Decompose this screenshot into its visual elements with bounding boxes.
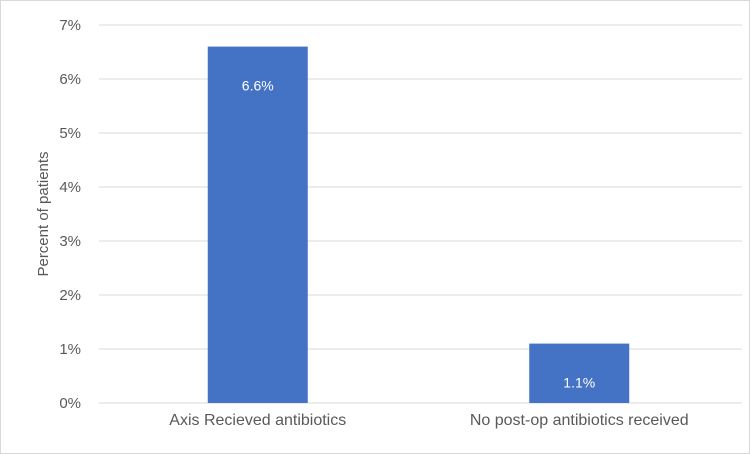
x-category-label: Axis Recieved antibiotics [169, 412, 346, 429]
bar-data-label: 6.6% [242, 78, 274, 94]
data-labels: 6.6% 1.1% [242, 78, 595, 391]
y-tick-label: 0% [59, 395, 81, 412]
y-tick-label: 5% [59, 125, 81, 142]
bar-data-label: 1.1% [563, 375, 595, 391]
x-category-label: No post-op antibiotics received [470, 412, 689, 429]
y-axis-title: Percent of patients [35, 151, 52, 276]
y-tick-label: 7% [59, 17, 81, 34]
y-tick-label: 3% [59, 233, 81, 250]
y-tick-label: 6% [59, 71, 81, 88]
y-tick-label: 4% [59, 179, 81, 196]
bar [207, 46, 308, 403]
y-tick-label: 1% [59, 341, 81, 358]
gridlines [99, 24, 742, 404]
y-axis-ticks: 0% 1% 2% 3% 4% 5% 6% 7% [59, 17, 81, 412]
y-tick-label: 2% [59, 287, 81, 304]
bar [529, 343, 630, 403]
x-axis-categories: Axis Recieved antibiotics No post-op anti… [169, 412, 688, 429]
bars [207, 46, 630, 403]
